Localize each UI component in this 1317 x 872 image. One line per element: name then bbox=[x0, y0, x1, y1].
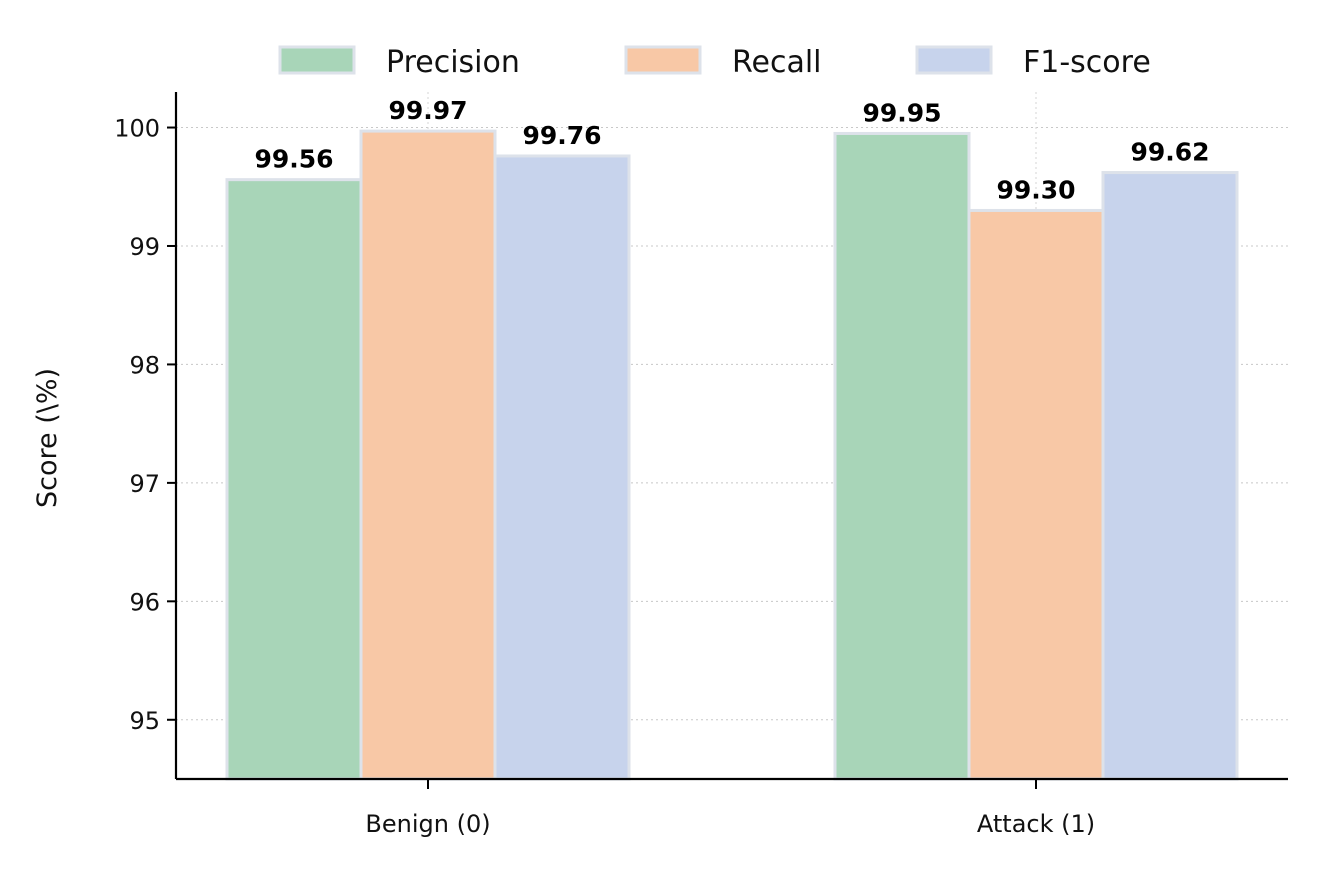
x-tick-label: Benign (0) bbox=[365, 810, 490, 838]
axes: 95 96 97 98 99 100 Benign (0) Attack (1) bbox=[114, 92, 1288, 838]
bars bbox=[225, 129, 1239, 781]
legend: Precision Recall F1-score bbox=[278, 45, 1151, 80]
y-tick-label: 100 bbox=[114, 115, 160, 143]
bar-precision-1 bbox=[833, 131, 971, 781]
bar-recall-1 bbox=[967, 208, 1105, 781]
data-label: 99.97 bbox=[388, 96, 467, 125]
legend-label: F1-score bbox=[1023, 45, 1151, 80]
legend-swatch-recall bbox=[624, 45, 702, 75]
y-tick-label: 95 bbox=[129, 707, 160, 735]
bar-recall-0 bbox=[359, 129, 497, 781]
legend-label: Precision bbox=[386, 45, 520, 80]
data-labels: 99.56 99.95 99.97 99.30 99.76 99.62 bbox=[254, 96, 1209, 204]
bar-f1-score-0 bbox=[493, 154, 631, 781]
data-label: 99.56 bbox=[254, 145, 333, 174]
data-label: 99.95 bbox=[862, 98, 941, 127]
bar-precision-0 bbox=[225, 178, 363, 781]
y-tick-label: 96 bbox=[129, 588, 160, 616]
bar-f1-score-1 bbox=[1101, 171, 1239, 781]
legend-label: Recall bbox=[732, 45, 822, 80]
data-label: 99.76 bbox=[522, 121, 601, 150]
y-tick-label: 97 bbox=[129, 470, 160, 498]
legend-swatch-f1-score bbox=[915, 45, 993, 75]
data-label: 99.62 bbox=[1130, 138, 1209, 167]
y-tick-label: 98 bbox=[129, 351, 160, 379]
y-tick-label: 99 bbox=[129, 233, 160, 261]
data-label: 99.30 bbox=[996, 175, 1075, 204]
y-axis-title: Score (\%) bbox=[32, 368, 63, 508]
x-tick-label: Attack (1) bbox=[977, 810, 1095, 838]
legend-swatch-precision bbox=[278, 45, 356, 75]
